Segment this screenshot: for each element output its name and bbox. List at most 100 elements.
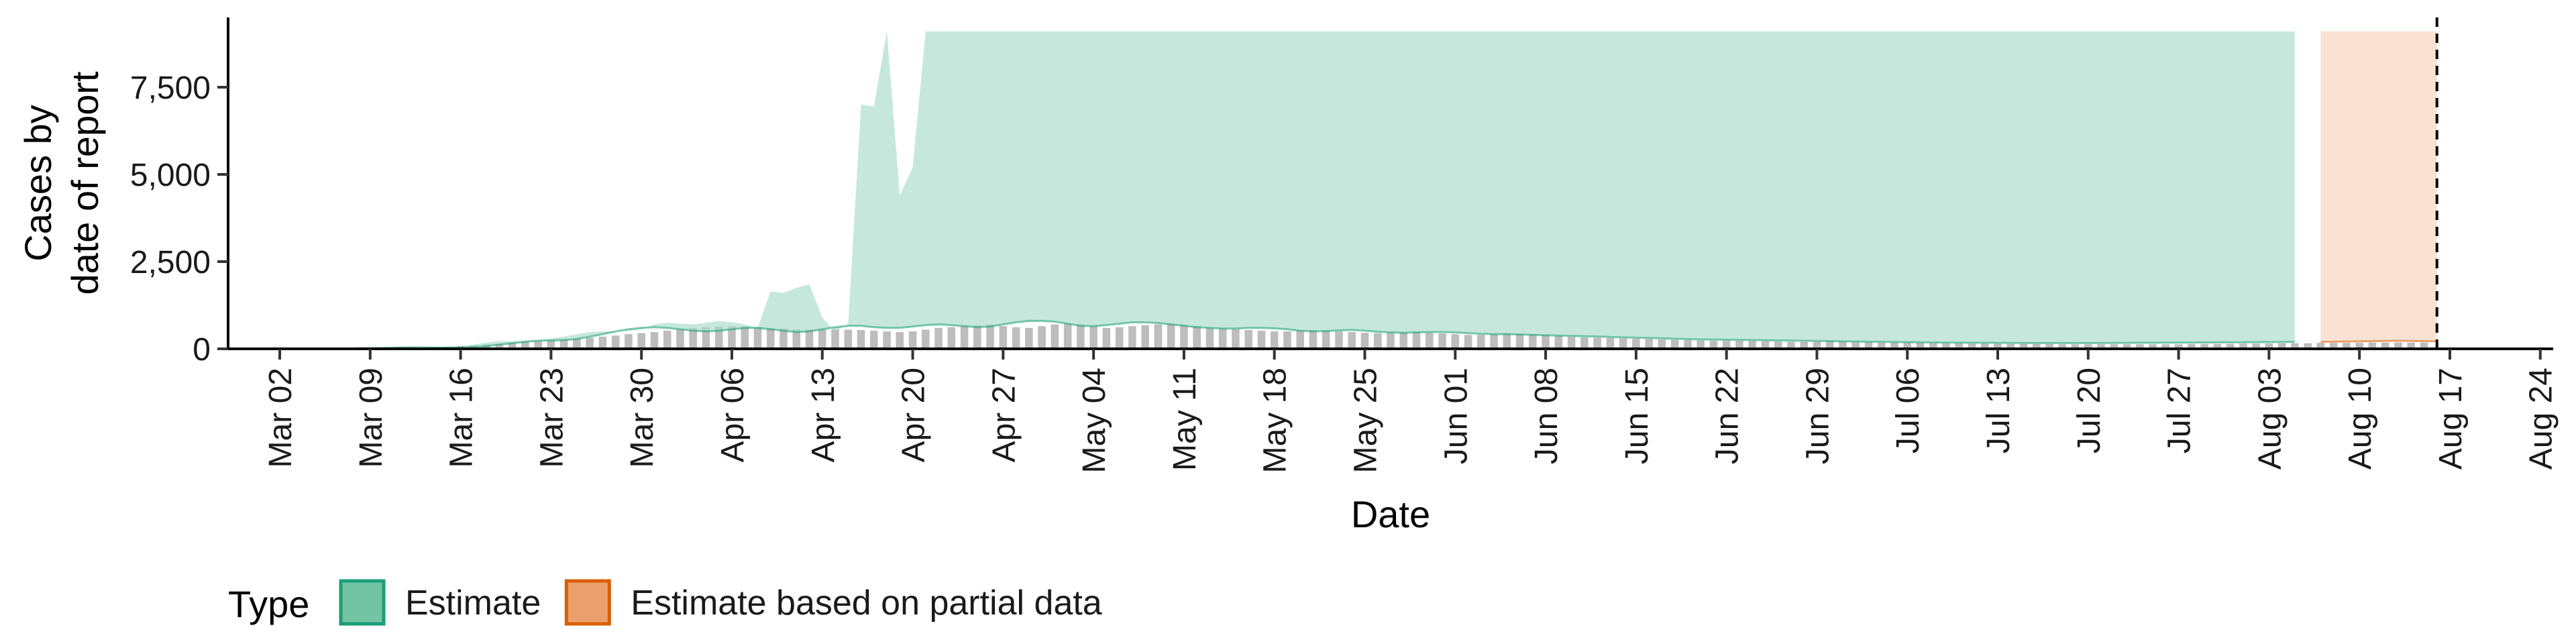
reported-cases-bar [2097,344,2105,349]
reported-cases-bar [1270,331,1279,349]
reported-cases-bar [1916,343,1925,349]
reported-cases-bar [922,329,930,349]
x-tick-label: Aug 03 [2252,368,2288,470]
reported-cases-bar [2213,343,2222,349]
reported-cases-bar [676,329,684,349]
reported-cases-bar [960,326,969,349]
reported-cases-bar [2226,343,2235,349]
reported-cases-bar [1968,343,1976,349]
x-tick-label: Jul 27 [2162,368,2198,453]
x-tick-label: Mar 30 [625,368,660,468]
reported-cases-bar [1051,324,1059,349]
reported-cases-bar [1373,333,1382,349]
estimate-line-2 [2320,339,2437,343]
reported-cases-bar [1335,331,1343,349]
reported-cases-bar [663,330,672,349]
reported-cases-bar [1296,330,1304,349]
x-tick-label: Jul 20 [2072,368,2107,453]
reported-cases-bar [1593,337,1601,349]
y-tick-label: 2,500 [130,245,211,280]
reported-cases-bar [1283,331,1291,349]
reported-cases-bar [741,326,749,349]
reported-cases-bar [1387,333,1395,349]
legend-key-2 [564,579,611,626]
reported-cases-bar [2149,344,2157,349]
reported-cases-bar [1477,335,1485,349]
reported-cases-bar [1089,326,1097,349]
x-tick-label: Jul 06 [1890,368,1926,453]
reported-cases-bar [2239,343,2247,349]
reported-cases-bar [2343,343,2351,349]
reported-cases-bar [573,338,581,349]
reported-cases-bar [1425,333,1434,349]
reported-cases-bar [2304,343,2312,349]
reported-cases-bar [1748,341,1756,349]
reported-cases-bar [2381,342,2390,349]
reported-cases-bar [586,337,594,349]
reported-cases-bar [1167,323,1175,349]
reported-cases-bar [702,327,710,349]
reported-cases-bar [1554,335,1563,349]
reported-cases-bar [1154,324,1163,349]
reported-cases-bar [508,343,517,349]
reported-cases-bar [689,327,697,349]
reported-cases-bar [1567,336,1576,349]
x-tick-label: Mar 23 [534,368,570,468]
reported-cases-bar [2394,342,2402,349]
reported-cases-bar [973,325,981,349]
reported-cases-bar [844,329,853,349]
reported-cases-bar [1825,341,1834,349]
x-tick-label: Mar 02 [263,368,299,468]
reported-cases-bar [2033,343,2041,349]
reported-cases-bar [714,326,723,349]
reported-cases-bar [2200,343,2208,349]
x-tick-label: Apr 27 [986,368,1022,462]
reported-cases-bar [1244,329,1252,349]
reported-cases-bar [650,332,659,349]
reported-cases-bar [1412,332,1421,349]
reported-cases-bar [896,332,904,349]
reported-cases-bar [1980,343,1989,349]
reported-cases-bar [1399,332,1408,349]
x-tick-label: Mar 16 [444,368,480,468]
reported-cases-bar [2058,344,2067,349]
reported-cases-bar [1632,338,1640,349]
reported-cases-bar [1077,324,1085,349]
x-tick-label: Jun 08 [1529,368,1564,464]
x-tick-label: May 25 [1348,368,1383,473]
reported-cases-bar [1102,327,1111,349]
reported-cases-bar [2252,343,2260,349]
y-tick-label: 0 [193,332,211,368]
reported-cases-bar [1645,339,1653,349]
reported-cases-bar [1774,341,1782,349]
y-axis-title-line-1: Cases by [17,105,59,261]
reported-cases-bar [1322,330,1330,349]
reported-cases-bar [1994,343,2002,349]
reported-cases-bar [1542,335,1550,349]
reported-cases-bar [818,329,826,349]
reported-cases-bar [831,329,839,349]
estimate-band-1 [357,31,2295,348]
reported-cases-bar [2045,343,2053,349]
reported-cases-bar [805,329,814,349]
reported-cases-bar [1761,341,1770,349]
reported-cases-bar [1348,332,1356,349]
legend-label-1: Estimate [405,584,541,623]
reported-cases-bar [1890,342,1898,349]
y-axis-title-line-2: date of report [64,71,106,295]
reported-cases-bar [1038,326,1046,349]
x-tick-label: Aug 24 [2524,368,2559,470]
reported-cases-bar [2355,343,2363,349]
reported-cases-bar [1257,330,1266,349]
x-tick-label: Apr 20 [896,368,932,462]
reported-cases-bar [2407,342,2415,349]
x-tick-label: Apr 06 [715,368,751,462]
estimate-line-1 [357,319,2295,350]
reported-cases-bar [2277,343,2286,349]
x-tick-label: Aug 17 [2433,368,2469,470]
reported-cases-bar [1619,338,1627,349]
reported-cases-bar [1670,339,1679,349]
x-tick-label: Jun 01 [1438,368,1474,464]
reported-cases-bar [611,335,620,349]
reported-cases-bar [883,331,891,349]
